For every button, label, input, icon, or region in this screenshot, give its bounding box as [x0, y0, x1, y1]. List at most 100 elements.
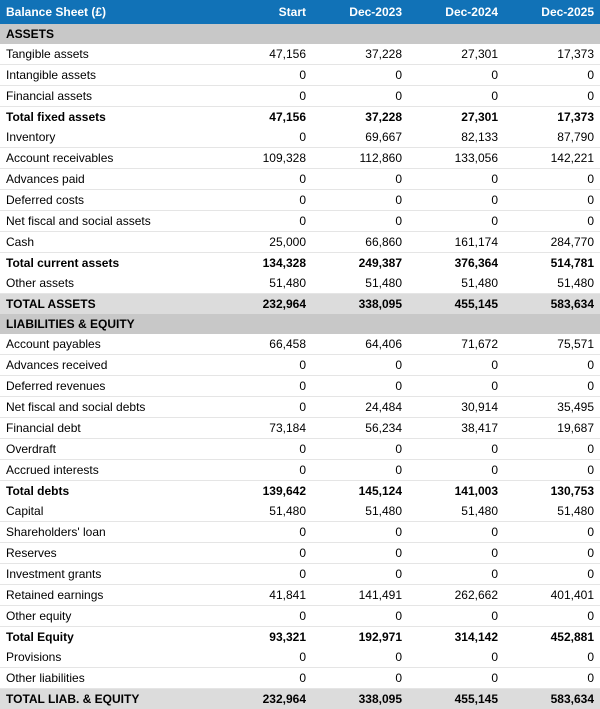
row-value: 0	[216, 460, 312, 481]
row-value: 0	[408, 376, 504, 397]
row-value: 455,145	[408, 294, 504, 315]
row-value: 0	[408, 355, 504, 376]
row-value: 64,406	[312, 334, 408, 355]
row-value: 0	[216, 564, 312, 585]
row-value: 192,971	[312, 627, 408, 648]
table-row: Account payables66,45864,40671,67275,571	[0, 334, 600, 355]
table-row: LIABILITIES & EQUITY	[0, 314, 600, 334]
row-value: 0	[408, 522, 504, 543]
row-label: LIABILITIES & EQUITY	[0, 314, 600, 334]
row-value: 0	[408, 543, 504, 564]
row-label: Shareholders' loan	[0, 522, 216, 543]
table-row: Shareholders' loan0000	[0, 522, 600, 543]
row-value: 232,964	[216, 689, 312, 709]
row-value: 38,417	[408, 418, 504, 439]
row-value: 112,860	[312, 148, 408, 169]
row-value: 56,234	[312, 418, 408, 439]
row-label: TOTAL ASSETS	[0, 294, 216, 315]
row-value: 75,571	[504, 334, 600, 355]
row-value: 583,634	[504, 689, 600, 709]
table-row: Other assets51,48051,48051,48051,480	[0, 273, 600, 294]
row-value: 0	[504, 355, 600, 376]
row-value: 66,458	[216, 334, 312, 355]
row-value: 25,000	[216, 232, 312, 253]
row-value: 0	[312, 211, 408, 232]
table-row: Investment grants0000	[0, 564, 600, 585]
row-value: 93,321	[216, 627, 312, 648]
row-value: 0	[312, 439, 408, 460]
row-value: 134,328	[216, 253, 312, 274]
row-value: 514,781	[504, 253, 600, 274]
table-row: Net fiscal and social debts024,48430,914…	[0, 397, 600, 418]
table-row: Inventory069,66782,13387,790	[0, 127, 600, 148]
row-value: 17,373	[504, 107, 600, 128]
row-value: 133,056	[408, 148, 504, 169]
row-value: 51,480	[504, 501, 600, 522]
row-value: 0	[312, 460, 408, 481]
table-row: Other equity0000	[0, 606, 600, 627]
row-value: 0	[504, 65, 600, 86]
row-label: Advances paid	[0, 169, 216, 190]
table-row: Provisions0000	[0, 647, 600, 668]
row-value: 47,156	[216, 107, 312, 128]
row-value: 0	[504, 190, 600, 211]
row-value: 0	[504, 211, 600, 232]
row-value: 87,790	[504, 127, 600, 148]
table-row: Advances paid0000	[0, 169, 600, 190]
row-value: 0	[312, 169, 408, 190]
row-label: Overdraft	[0, 439, 216, 460]
row-value: 262,662	[408, 585, 504, 606]
row-value: 27,301	[408, 107, 504, 128]
row-value: 0	[312, 190, 408, 211]
header-period: Dec-2024	[408, 0, 504, 24]
table-row: Account receivables109,328112,860133,056…	[0, 148, 600, 169]
row-value: 0	[504, 460, 600, 481]
row-value: 0	[504, 668, 600, 689]
table-row: Financial debt73,18456,23438,41719,687	[0, 418, 600, 439]
row-value: 0	[312, 543, 408, 564]
header-label: Balance Sheet (£)	[0, 0, 216, 24]
row-label: Total Equity	[0, 627, 216, 648]
row-label: Accrued interests	[0, 460, 216, 481]
row-label: Financial debt	[0, 418, 216, 439]
row-value: 0	[504, 564, 600, 585]
row-label: Net fiscal and social debts	[0, 397, 216, 418]
row-value: 0	[312, 522, 408, 543]
row-value: 249,387	[312, 253, 408, 274]
row-value: 455,145	[408, 689, 504, 709]
table-row: Total fixed assets47,15637,22827,30117,3…	[0, 107, 600, 128]
row-label: Retained earnings	[0, 585, 216, 606]
header-period: Start	[216, 0, 312, 24]
row-value: 161,174	[408, 232, 504, 253]
row-value: 51,480	[216, 501, 312, 522]
row-value: 0	[216, 65, 312, 86]
row-value: 452,881	[504, 627, 600, 648]
row-label: TOTAL LIAB. & EQUITY	[0, 689, 216, 709]
table-row: Cash25,00066,860161,174284,770	[0, 232, 600, 253]
table-row: Other liabilities0000	[0, 668, 600, 689]
row-value: 24,484	[312, 397, 408, 418]
row-value: 0	[216, 668, 312, 689]
table-row: Tangible assets47,15637,22827,30117,373	[0, 44, 600, 65]
row-value: 71,672	[408, 334, 504, 355]
header-period: Dec-2025	[504, 0, 600, 24]
row-value: 73,184	[216, 418, 312, 439]
row-label: Deferred revenues	[0, 376, 216, 397]
table-row: TOTAL ASSETS232,964338,095455,145583,634	[0, 294, 600, 315]
table-header: Balance Sheet (£)StartDec-2023Dec-2024De…	[0, 0, 600, 24]
row-value: 0	[216, 86, 312, 107]
row-value: 232,964	[216, 294, 312, 315]
table-row: Total current assets134,328249,387376,36…	[0, 253, 600, 274]
table-row: Intangible assets0000	[0, 65, 600, 86]
row-value: 0	[216, 647, 312, 668]
row-value: 0	[216, 127, 312, 148]
row-value: 51,480	[408, 501, 504, 522]
table-row: Capital51,48051,48051,48051,480	[0, 501, 600, 522]
row-label: Other liabilities	[0, 668, 216, 689]
row-value: 0	[216, 606, 312, 627]
row-label: Tangible assets	[0, 44, 216, 65]
row-value: 0	[408, 564, 504, 585]
row-value: 69,667	[312, 127, 408, 148]
row-label: Cash	[0, 232, 216, 253]
row-value: 51,480	[504, 273, 600, 294]
